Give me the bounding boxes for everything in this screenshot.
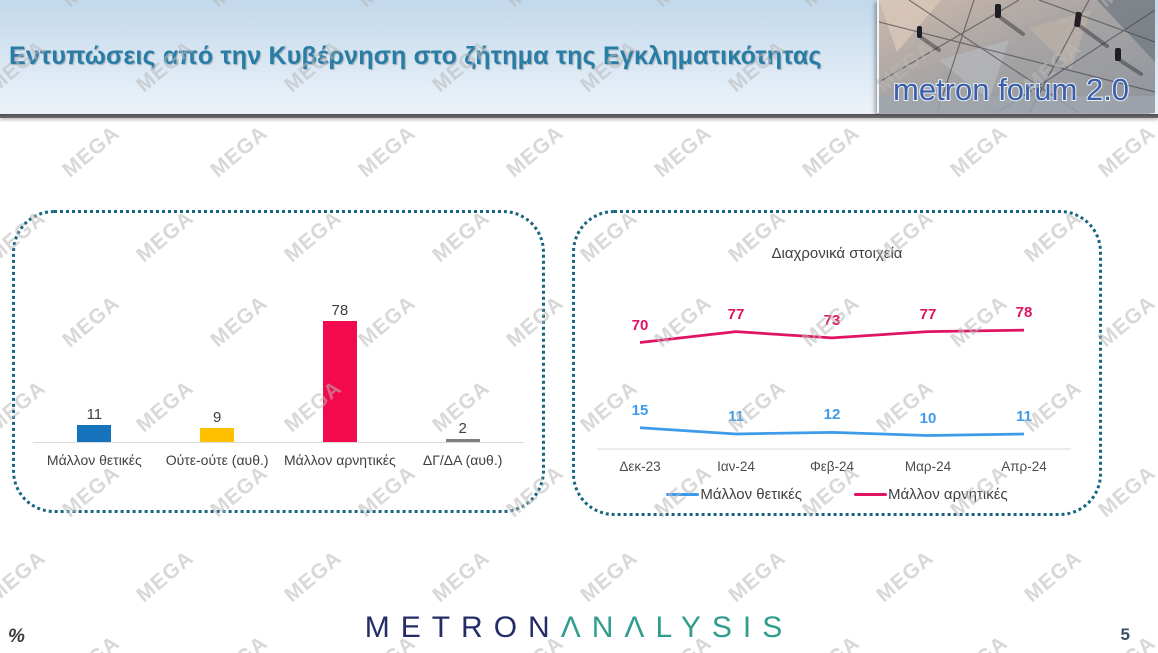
bar-category-label: Μάλλον θετικές — [46, 452, 142, 468]
watermark-text: MEGA — [1094, 121, 1158, 182]
bar-value-label: 78 — [331, 302, 349, 320]
bar-category-label: Μάλλον αρνητικές — [284, 452, 396, 468]
line-series — [639, 328, 1025, 344]
x-tick-label: Ιαν-24 — [717, 459, 755, 474]
bar — [77, 424, 112, 442]
line-chart-legend: Μάλλον θετικές Μάλλον αρνητικές — [575, 486, 1099, 503]
bar — [322, 321, 357, 442]
bar-column: 9 — [156, 297, 279, 442]
bar-category-label: Ούτε-ούτε (αυθ.) — [165, 452, 269, 468]
watermark-text: MEGA — [502, 121, 569, 182]
bar-category-label: ΔΓ/ΔΑ (αυθ.) — [422, 452, 503, 468]
page-title: Εντυπώσεις από την Κυβέρνηση στο ζήτημα … — [9, 42, 822, 70]
watermark-text: MEGA — [1094, 291, 1158, 352]
data-point-label: 77 — [727, 305, 745, 323]
page-number: 5 — [1120, 625, 1130, 644]
watermark-text: MEGA — [946, 631, 1013, 653]
watermark-text: MEGA — [1020, 546, 1087, 607]
bar-chart-x-axis — [33, 442, 524, 443]
legend-line-swatch — [853, 493, 887, 496]
bar-chart: 11 9 78 2 — [33, 297, 524, 442]
data-point-label: 11 — [1016, 407, 1032, 425]
bar-chart-categories: Μάλλον θετικές Ούτε-ούτε (αυθ.) Μάλλον αρν… — [33, 452, 524, 468]
watermark-text: MEGA — [946, 121, 1013, 182]
metron-forum-logo: metron forum 2.0 — [877, 0, 1155, 113]
watermark-text: MEGA — [0, 546, 51, 607]
watermark-text: MEGA — [428, 546, 495, 607]
bar-column: 11 — [33, 297, 156, 442]
watermark-text: MEGA — [724, 546, 791, 607]
bar-value-label: 11 — [86, 405, 103, 423]
watermark-text: MEGA — [872, 546, 939, 607]
header-divider — [0, 114, 1158, 118]
x-tick-label: Δεκ-23 — [619, 459, 661, 474]
percent-label: % — [8, 626, 25, 647]
watermark-text: MEGA — [798, 631, 865, 653]
line-chart-panel: Διαχρονικά στοιχεία 15 11 12 10 11 70 77 73 77 78… — [572, 210, 1102, 516]
data-point-label: 78 — [1015, 304, 1033, 322]
legend-item: Μάλλον θετικές — [666, 486, 802, 503]
watermark-text: MEGA — [576, 546, 643, 607]
data-point-label: 11 — [728, 407, 744, 425]
watermark-text: MEGA — [58, 631, 125, 653]
brand-analysis: ΛNΛLYSIS — [560, 611, 794, 644]
watermark-text: MEGA — [280, 546, 347, 607]
legend-line-swatch — [666, 493, 700, 496]
logo-photo: metron forum 2.0 — [879, 0, 1155, 113]
data-point-label: 70 — [631, 316, 649, 334]
logo-people — [917, 4, 1121, 61]
bar-value-label: 9 — [212, 409, 222, 427]
bar — [445, 438, 480, 442]
watermark-text: MEGA — [132, 546, 199, 607]
bar-chart-panel: 11 9 78 2 Μάλλον θετικές Ούτε-ούτε (αυθ.) Μάλ… — [12, 210, 545, 513]
bar-column: 78 — [279, 297, 402, 442]
legend-label: Μάλλον αρνητικές — [887, 486, 1008, 503]
bar — [200, 428, 235, 442]
logo-caption: metron forum 2.0 — [893, 72, 1129, 107]
watermark-text: MEGA — [206, 121, 273, 182]
data-point-label: 15 — [631, 401, 649, 419]
line-series — [639, 426, 1025, 437]
metron-analysis-logo: METRONΛNΛLYSIS — [365, 611, 794, 645]
legend-label: Μάλλον θετικές — [700, 486, 802, 503]
x-tick-label: Μαρ-24 — [904, 459, 952, 474]
watermark-text: MEGA — [798, 121, 865, 182]
x-tick-label: Φεβ-24 — [809, 459, 855, 474]
data-point-label: 73 — [823, 311, 841, 329]
x-tick-label: Απρ-24 — [1001, 459, 1047, 474]
bar-value-label: 2 — [458, 419, 467, 437]
data-point-label: 12 — [823, 406, 841, 424]
bar-column: 2 — [401, 297, 524, 442]
brand-metron: METRON — [364, 611, 561, 644]
watermark-text: MEGA — [650, 121, 717, 182]
line-chart — [597, 328, 1071, 450]
data-point-label: 77 — [919, 305, 937, 323]
watermark-text: MEGA — [1094, 461, 1158, 522]
line-chart-title: Διαχρονικά στοιχεία — [771, 245, 903, 262]
data-point-label: 10 — [919, 409, 937, 427]
legend-item: Μάλλον αρνητικές — [853, 486, 1008, 503]
watermark-text: MEGA — [206, 631, 273, 653]
watermark-text: MEGA — [354, 121, 421, 182]
watermark-text: MEGA — [58, 121, 125, 182]
